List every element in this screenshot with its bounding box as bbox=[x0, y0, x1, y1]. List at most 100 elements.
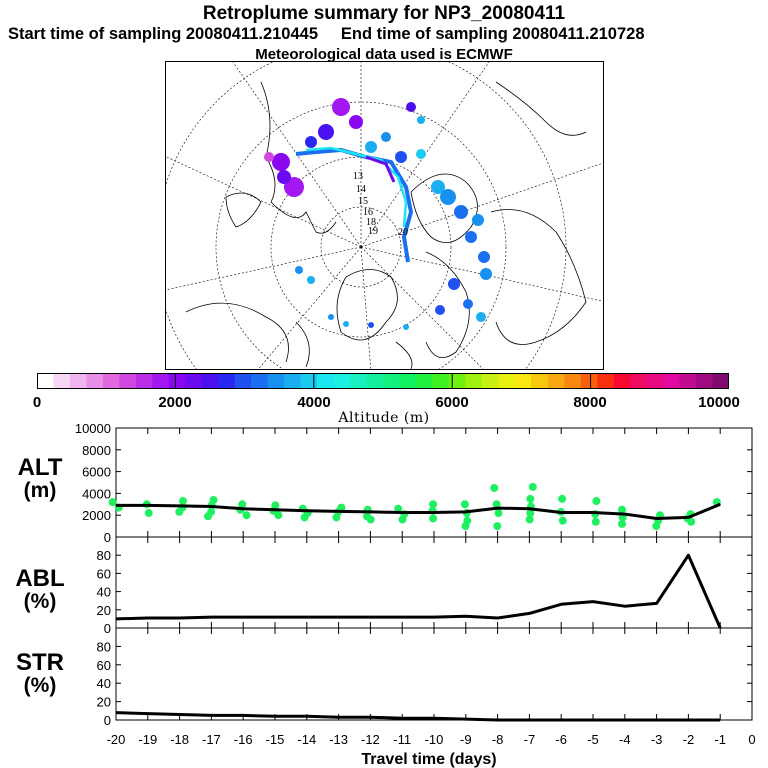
plume-marker bbox=[284, 177, 304, 197]
colorbar-border bbox=[37, 373, 729, 389]
colorbar-cell bbox=[498, 373, 516, 389]
series-point-str bbox=[433, 717, 435, 719]
colorbar-cell bbox=[663, 373, 681, 389]
map-day-label: 14 bbox=[356, 184, 366, 195]
altitude-scatter-point bbox=[460, 500, 469, 509]
series-point-alt bbox=[433, 511, 435, 513]
altitude-scatter-point bbox=[490, 483, 499, 492]
altitude-scatter-point bbox=[618, 519, 627, 528]
colorbar-cell bbox=[152, 373, 170, 389]
series-point-alt bbox=[687, 516, 689, 518]
x-tick-label: -19 bbox=[138, 732, 157, 747]
colorbar-cell bbox=[696, 373, 714, 389]
sampling-times: Start time of sampling 20080411.210445 E… bbox=[8, 25, 645, 43]
plume-marker bbox=[417, 116, 425, 124]
altitude-scatter-point bbox=[526, 509, 535, 518]
series-point-alt bbox=[528, 508, 530, 510]
series-point-alt bbox=[274, 509, 276, 511]
series-point-alt bbox=[147, 504, 149, 506]
series-point-str bbox=[210, 714, 212, 716]
colorbar-cell bbox=[399, 373, 417, 389]
altitude-scatter-point bbox=[108, 498, 117, 507]
plume-marker bbox=[272, 153, 290, 171]
plume-marker bbox=[454, 205, 468, 219]
colorbar-cell bbox=[547, 373, 565, 389]
abl-panel-label: ABL (%) bbox=[10, 566, 70, 613]
series-point-abl bbox=[656, 602, 658, 604]
series-point-alt bbox=[401, 511, 403, 513]
x-tick-label: -9 bbox=[460, 732, 472, 747]
series-point-abl bbox=[147, 617, 149, 619]
colorbar-cell bbox=[317, 373, 335, 389]
colorbar-cell bbox=[284, 373, 302, 389]
altitude-scatter-point bbox=[492, 500, 501, 509]
altitude-scatter-point bbox=[558, 516, 567, 525]
alt-panel-label: ALT (m) bbox=[10, 455, 70, 502]
series-point-abl bbox=[306, 616, 308, 618]
series-point-abl bbox=[528, 612, 530, 614]
map-day-label: 19 bbox=[368, 226, 378, 237]
series-point-abl bbox=[687, 554, 689, 556]
altitude-scatter-point bbox=[525, 515, 534, 524]
y-tick-label: 80 bbox=[97, 548, 111, 563]
series-point-str bbox=[306, 715, 308, 717]
altitude-scatter-point bbox=[398, 515, 407, 524]
chart-title: Retroplume summary for NP3_20080411 bbox=[202, 3, 566, 24]
series-point-alt bbox=[560, 511, 562, 513]
series-point-abl bbox=[465, 615, 467, 617]
series-point-str bbox=[624, 719, 626, 721]
colorbar-cell bbox=[251, 373, 269, 389]
str-label-unit: (%) bbox=[23, 674, 57, 698]
map-day-label: 13 bbox=[353, 171, 363, 182]
altitude-colorbar bbox=[37, 373, 729, 389]
latitude-circle bbox=[215, 101, 507, 369]
series-point-str bbox=[242, 714, 244, 716]
colorbar-cell bbox=[630, 373, 648, 389]
x-tick-label: 0 bbox=[748, 732, 755, 747]
altitude-scatter-point bbox=[528, 482, 537, 491]
plume-marker bbox=[343, 321, 349, 327]
altitude-scatter-point bbox=[429, 514, 438, 523]
met-data-line: Meteorological data used is ECMWF bbox=[255, 46, 513, 63]
y-tick-label: 80 bbox=[97, 639, 111, 654]
colorbar-cell bbox=[69, 373, 87, 389]
colorbar-tick-label: 2000 bbox=[158, 394, 192, 411]
y-tick-label: 6000 bbox=[82, 465, 111, 480]
plume-marker bbox=[480, 268, 492, 280]
series-point-str bbox=[179, 713, 181, 715]
plume-marker bbox=[472, 214, 484, 226]
x-tick-label: -18 bbox=[170, 732, 189, 747]
str-panel-label: STR (%) bbox=[10, 650, 70, 697]
series-point-str bbox=[115, 712, 117, 714]
colorbar-tick-label: 8000 bbox=[573, 394, 607, 411]
series-point-str bbox=[560, 719, 562, 721]
altitude-scatter-point bbox=[144, 509, 153, 518]
abl-label-text: ABL bbox=[15, 565, 65, 592]
y-tick-label: 4000 bbox=[82, 486, 111, 501]
colorbar-cell bbox=[119, 373, 137, 389]
map-day-label: 18 bbox=[366, 217, 376, 228]
plume-marker bbox=[349, 115, 363, 129]
alt-label-unit: (m) bbox=[23, 479, 57, 503]
meridian-line bbox=[360, 62, 490, 248]
colorbar-cell bbox=[597, 373, 615, 389]
x-tick-label: -7 bbox=[524, 732, 536, 747]
map-day-label: 16 bbox=[363, 207, 373, 218]
latitude-circle bbox=[166, 62, 567, 369]
x-tick-label: -3 bbox=[651, 732, 663, 747]
colorbar-title: Altitude (m) bbox=[338, 410, 430, 426]
plume-marker bbox=[431, 180, 445, 194]
series-line-alt bbox=[116, 502, 721, 520]
x-axis-label: Travel time (days) bbox=[361, 751, 496, 768]
altitude-scatter-point bbox=[618, 505, 627, 514]
plume-marker bbox=[395, 151, 407, 163]
series-point-abl bbox=[179, 617, 181, 619]
series-point-str bbox=[369, 716, 371, 718]
altitude-scatter-point bbox=[592, 497, 601, 506]
colorbar-cell bbox=[185, 373, 203, 389]
meridian-line bbox=[360, 246, 484, 369]
plume-marker bbox=[448, 278, 460, 290]
colorbar-cell bbox=[168, 373, 186, 389]
series-point-alt bbox=[115, 504, 117, 506]
plume-marker bbox=[465, 231, 477, 243]
